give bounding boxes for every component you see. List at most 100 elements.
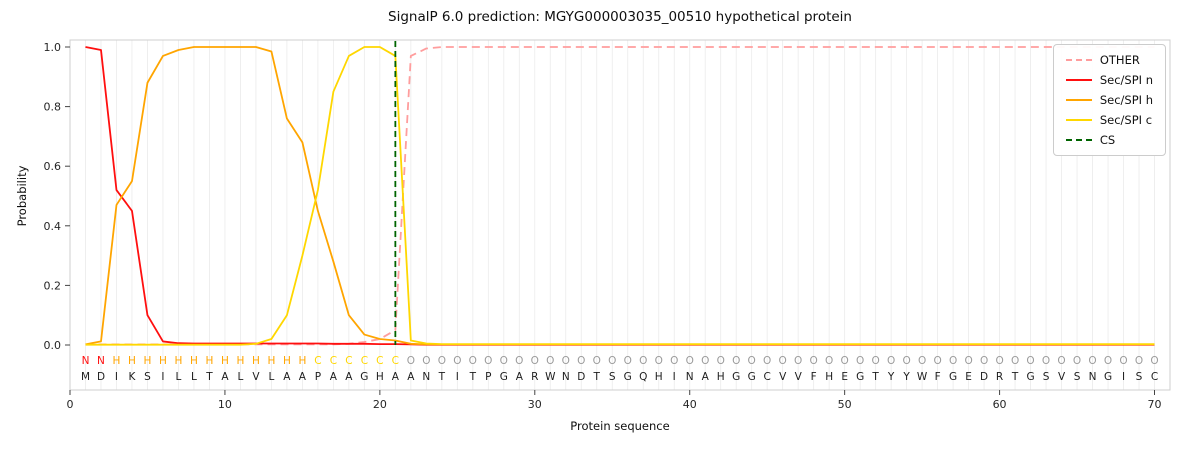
- sequence-letter: L: [268, 371, 274, 383]
- sequence-letter: F: [811, 371, 817, 383]
- sequence-letter: M: [81, 371, 90, 383]
- residue-label: O: [484, 355, 492, 367]
- sequence-letter: H: [655, 371, 663, 383]
- residue-label: O: [1073, 355, 1081, 367]
- residue-label: H: [221, 355, 229, 367]
- residue-label: O: [515, 355, 523, 367]
- residue-label: H: [113, 355, 121, 367]
- residue-label: N: [97, 355, 105, 367]
- series-line-sec-spi-n: [85, 46, 1155, 346]
- sequence-letter: G: [732, 371, 740, 383]
- residue-label: O: [686, 355, 694, 367]
- y-axis-label: Probability: [15, 165, 29, 227]
- residue-label: C: [361, 355, 368, 367]
- residue-label: O: [841, 355, 849, 367]
- residue-label: O: [546, 355, 554, 367]
- legend-line-cs-icon: [1065, 139, 1092, 141]
- sequence-letter: G: [624, 371, 632, 383]
- legend-line-sec-spi-c-icon: [1065, 119, 1092, 121]
- sequence-letter: G: [360, 371, 368, 383]
- residue-label: O: [531, 355, 539, 367]
- series-line-sec-spi-c: [85, 46, 1155, 346]
- residue-label: N: [82, 355, 90, 367]
- residue-label: O: [639, 355, 647, 367]
- sequence-letter: G: [856, 371, 864, 383]
- sequence-letter: K: [129, 371, 137, 383]
- sequence-letter: R: [996, 371, 1003, 383]
- series-line-other: [85, 46, 1155, 346]
- sequence-letter: T: [593, 371, 601, 383]
- residue-label: O: [980, 355, 988, 367]
- sequence-letter: G: [949, 371, 957, 383]
- residue-label: O: [732, 355, 740, 367]
- residue-label: O: [1119, 355, 1127, 367]
- sequence-letter: T: [871, 371, 879, 383]
- sequence-letter: I: [1122, 371, 1125, 383]
- legend-item-cs: CS: [1065, 133, 1153, 147]
- sequence-letter: Y: [887, 371, 895, 383]
- sequence-letter: I: [115, 371, 118, 383]
- residue-label: C: [330, 355, 337, 367]
- series-lines: [85, 46, 1155, 346]
- legend-line-sec-spi-h-icon: [1065, 99, 1092, 101]
- residue-label: O: [872, 355, 880, 367]
- sequence-letter: A: [330, 371, 338, 383]
- x-tick-label: 20: [373, 398, 387, 411]
- sequence-letter: Q: [639, 371, 647, 383]
- chart-title: SignalP 6.0 prediction: MGYG000003035_00…: [388, 9, 852, 25]
- residue-label: H: [205, 355, 213, 367]
- sequence-letter: A: [345, 371, 353, 383]
- residue-label: H: [128, 355, 136, 367]
- residue-label: O: [763, 355, 771, 367]
- residue-label: O: [949, 355, 957, 367]
- sequence-letter: C: [764, 371, 771, 383]
- sequence-letter: L: [237, 371, 243, 383]
- residue-label: H: [283, 355, 291, 367]
- legend-label-sec-spi-h: Sec/SPI h: [1099, 93, 1153, 107]
- y-tick-label: 0.0: [44, 339, 62, 352]
- gridlines: [85, 40, 1155, 390]
- sequence-letter: S: [1136, 371, 1143, 383]
- residue-label: H: [159, 355, 167, 367]
- sequence-letter: N: [686, 371, 694, 383]
- legend-label-sec-spi-c: Sec/SPI c: [1099, 113, 1153, 127]
- residue-label: O: [825, 355, 833, 367]
- residue-label: O: [856, 355, 864, 367]
- x-tick-label: 0: [67, 398, 74, 411]
- sequence-letter: V: [795, 371, 803, 383]
- sequence-letter: T: [438, 371, 446, 383]
- legend-item-sec-spi-c: Sec/SPI c: [1065, 113, 1153, 127]
- sequence-letter: I: [673, 371, 676, 383]
- series-line-sec-spi-h: [85, 46, 1155, 346]
- residue-label: O: [779, 355, 787, 367]
- legend: OTHER Sec/SPI n Sec/SPI h Sec/SPI c CS: [1052, 44, 1166, 156]
- residue-label: O: [717, 355, 725, 367]
- sequence-letter: I: [456, 371, 459, 383]
- sequence-letter: H: [376, 371, 384, 383]
- residue-label: O: [995, 355, 1003, 367]
- sequence-letter: A: [407, 371, 415, 383]
- residue-label: O: [670, 355, 678, 367]
- sequence-letter: R: [531, 371, 538, 383]
- legend-label-cs: CS: [1099, 133, 1116, 147]
- sequence-letter: S: [1043, 371, 1050, 383]
- residue-label: C: [392, 355, 399, 367]
- residue-label: O: [577, 355, 585, 367]
- residue-label: O: [593, 355, 601, 367]
- residue-label: O: [887, 355, 895, 367]
- residue-label: H: [236, 355, 244, 367]
- sequence-letter: T: [469, 371, 477, 383]
- residue-label: H: [267, 355, 275, 367]
- sequence-letter: G: [1026, 371, 1034, 383]
- sequence-letter: V: [252, 371, 260, 383]
- residue-label: H: [174, 355, 182, 367]
- sequence-letter: H: [717, 371, 725, 383]
- sequence-letter: G: [1104, 371, 1112, 383]
- residue-label: O: [1042, 355, 1050, 367]
- residue-label: O: [902, 355, 910, 367]
- plot-frame: [69, 39, 1171, 391]
